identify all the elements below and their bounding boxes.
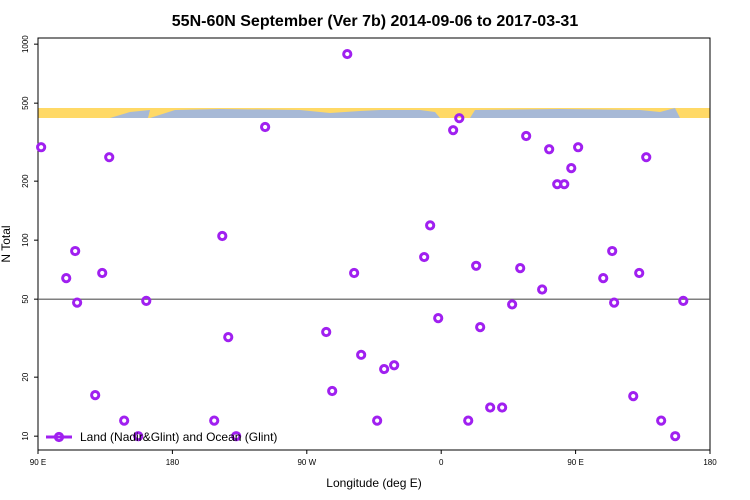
point (217, 230, 228, 242)
point (521, 130, 532, 142)
point (485, 402, 496, 413)
point (61, 273, 72, 284)
y-tick-label: 500 (21, 96, 30, 110)
point (670, 431, 681, 442)
y-tick-label: 10 (21, 431, 30, 440)
point (70, 245, 81, 257)
point (231, 431, 242, 442)
point (97, 267, 108, 279)
point (566, 163, 577, 174)
point (678, 295, 689, 306)
chart-title: 55N-60N September (Ver 7b) 2014-09-06 to… (172, 13, 579, 30)
point (260, 121, 271, 133)
point (656, 415, 667, 426)
point (454, 113, 465, 124)
point (507, 299, 518, 310)
y-tick-label: 200 (21, 174, 30, 188)
x-tick-label: 0 (439, 458, 444, 467)
x-tick-label: 180 (703, 458, 717, 467)
point (515, 263, 526, 274)
point (475, 322, 486, 333)
y-tick-label: 1000 (21, 35, 30, 53)
point (209, 415, 220, 426)
point (72, 297, 83, 308)
point (641, 152, 652, 163)
point (356, 349, 367, 360)
legend-marker (53, 431, 65, 443)
point (90, 389, 101, 401)
y-axis-label: N Total (0, 225, 13, 262)
x-tick-label: 90 W (297, 458, 316, 467)
point (544, 144, 555, 155)
point (372, 415, 383, 426)
point (419, 251, 430, 263)
point (537, 284, 548, 295)
point (349, 267, 360, 279)
plot-frame (37, 37, 711, 451)
point (607, 245, 618, 257)
point (36, 142, 47, 153)
point (223, 332, 234, 343)
x-tick-label: 180 (166, 458, 180, 467)
point (119, 415, 130, 426)
point (609, 297, 620, 308)
point (598, 273, 609, 284)
point (559, 179, 570, 190)
point (321, 326, 332, 338)
x-axis-label: Longitude (deg E) (326, 476, 421, 490)
y-tick-label: 100 (21, 233, 30, 247)
legend-label: Land (Nadir&Glint) and Ocean (Glint) (80, 430, 277, 444)
y-tick-label: 20 (21, 372, 30, 381)
point (497, 402, 508, 413)
point (634, 267, 645, 279)
point (379, 363, 390, 375)
point (389, 360, 400, 371)
point (327, 385, 338, 397)
point (104, 152, 115, 163)
x-tick-label: 90 E (567, 458, 583, 467)
point (471, 260, 482, 271)
point (573, 142, 584, 153)
point (342, 48, 353, 60)
point (425, 220, 436, 231)
point (628, 391, 639, 402)
point (141, 295, 152, 306)
y-tick-label: 50 (21, 294, 30, 303)
x-tick-label: 90 E (30, 458, 46, 467)
map-strip (38, 108, 710, 118)
point (133, 431, 144, 442)
point (463, 415, 474, 426)
point (448, 125, 459, 136)
point (433, 313, 444, 324)
